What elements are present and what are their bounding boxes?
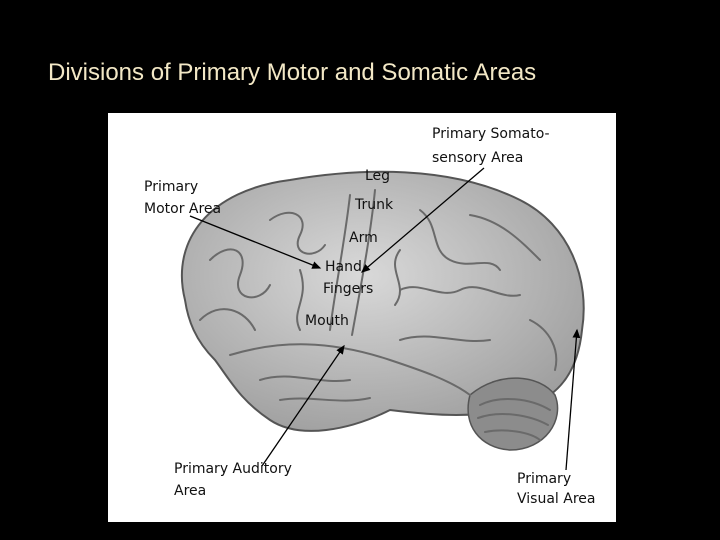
label-auditory: Primary Auditory Area — [174, 461, 292, 499]
label-hand: Hand — [325, 259, 362, 275]
label-leg: Leg — [365, 168, 390, 184]
label-visual: Primary Visual Area — [517, 471, 595, 507]
label-motor: Primary Motor Area — [144, 179, 221, 217]
label-somatosensory: Primary Somato-sensory Area — [432, 126, 550, 166]
label-fingers: Fingers — [323, 281, 373, 297]
label-mouth: Mouth — [305, 313, 349, 329]
pointer-lines — [189, 167, 581, 471]
label-arm: Arm — [349, 230, 378, 246]
brain-illustration — [180, 170, 585, 451]
slide-title: Divisions of Primary Motor and Somatic A… — [48, 59, 536, 86]
label-trunk: Trunk — [354, 197, 394, 213]
